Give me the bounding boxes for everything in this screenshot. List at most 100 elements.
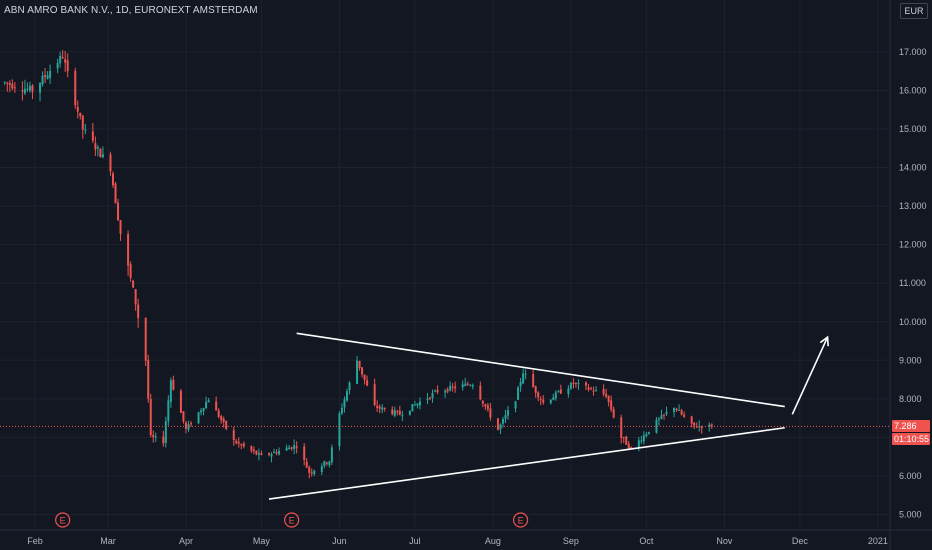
arrow-head xyxy=(819,335,829,347)
candle xyxy=(524,369,527,380)
candle xyxy=(398,405,401,416)
candle xyxy=(479,381,482,401)
y-tick-label: 11.000 xyxy=(899,278,926,288)
candle-body xyxy=(49,70,52,78)
candle xyxy=(164,416,167,448)
candle-body xyxy=(381,407,384,410)
candle xyxy=(567,385,570,398)
candle-body xyxy=(434,390,437,392)
candle-body xyxy=(149,398,152,436)
candle-body xyxy=(411,404,414,412)
candle-body xyxy=(640,440,643,442)
candle xyxy=(132,279,135,289)
candle xyxy=(622,436,625,444)
candle xyxy=(220,414,223,424)
y-tick-label: 12.000 xyxy=(899,240,927,250)
candle-body xyxy=(554,392,557,399)
x-tick-label: Jun xyxy=(332,536,347,546)
candle-body xyxy=(235,440,238,444)
candle-body xyxy=(343,399,346,408)
candle xyxy=(610,395,613,413)
candle-body xyxy=(408,410,411,415)
candle-body xyxy=(552,397,555,401)
candle xyxy=(534,385,537,398)
candle-body xyxy=(557,391,560,393)
candle xyxy=(361,367,364,378)
candle xyxy=(522,368,525,385)
candle xyxy=(444,388,447,399)
candle-body xyxy=(398,410,401,415)
candle xyxy=(31,84,34,100)
candle-body xyxy=(587,387,590,390)
earnings-marker-label: E xyxy=(60,516,66,526)
earnings-marker[interactable]: E xyxy=(284,512,300,528)
candle-body xyxy=(99,148,102,158)
candle-body xyxy=(622,437,625,439)
candle-body xyxy=(680,410,683,415)
candle-body xyxy=(275,452,278,454)
candle-body xyxy=(134,289,137,305)
candle xyxy=(356,356,359,385)
candle xyxy=(373,378,376,407)
candle xyxy=(154,432,157,442)
candle-body xyxy=(44,75,47,77)
candle xyxy=(96,144,99,157)
candle-body xyxy=(569,382,572,389)
candle xyxy=(590,386,593,391)
candle xyxy=(451,383,454,392)
candle xyxy=(358,360,361,371)
candle-body xyxy=(534,386,537,393)
candle-body xyxy=(708,424,711,427)
candle-body xyxy=(76,106,79,112)
candle xyxy=(587,383,590,392)
breakout-arrow xyxy=(791,335,829,415)
candle xyxy=(605,388,608,399)
candle xyxy=(74,67,77,109)
candle xyxy=(187,420,190,432)
candle-body xyxy=(31,85,34,92)
candle-body xyxy=(323,461,326,467)
candle xyxy=(285,444,288,452)
candle-body xyxy=(630,446,633,448)
candle-body xyxy=(678,410,681,412)
candle xyxy=(290,446,293,451)
candle xyxy=(240,443,243,450)
candle-body xyxy=(524,373,527,375)
candle-body xyxy=(625,436,628,445)
candle-body xyxy=(469,385,472,387)
candle-body xyxy=(207,400,210,403)
candle-body xyxy=(242,443,245,447)
candle-body xyxy=(169,380,172,402)
candle xyxy=(56,58,59,74)
candle xyxy=(235,438,238,445)
candle-body xyxy=(517,387,520,400)
candle-body xyxy=(205,402,208,409)
candle-body xyxy=(373,384,376,406)
candle-body xyxy=(197,412,200,424)
earnings-marker-label: E xyxy=(289,516,295,526)
earnings-marker[interactable]: E xyxy=(55,512,71,528)
candle xyxy=(680,408,683,416)
candle xyxy=(454,381,457,393)
candle xyxy=(637,437,640,452)
earnings-marker[interactable]: E xyxy=(512,512,529,528)
candle-body xyxy=(84,129,87,131)
candle xyxy=(620,414,623,444)
candle xyxy=(559,384,562,394)
trendline xyxy=(268,426,785,500)
candle xyxy=(94,136,97,156)
x-tick-label: Oct xyxy=(639,536,654,546)
candle xyxy=(114,181,117,204)
candle-body xyxy=(522,373,525,384)
candle xyxy=(3,81,6,86)
currency-button[interactable]: EUR xyxy=(900,3,928,19)
candle xyxy=(81,114,84,139)
candle xyxy=(376,400,379,413)
last-price-label: 7.286 xyxy=(892,420,930,432)
candle xyxy=(11,79,14,91)
candle xyxy=(109,151,112,176)
candle-body xyxy=(278,450,281,455)
candle xyxy=(172,375,175,391)
candle-body xyxy=(454,386,457,389)
